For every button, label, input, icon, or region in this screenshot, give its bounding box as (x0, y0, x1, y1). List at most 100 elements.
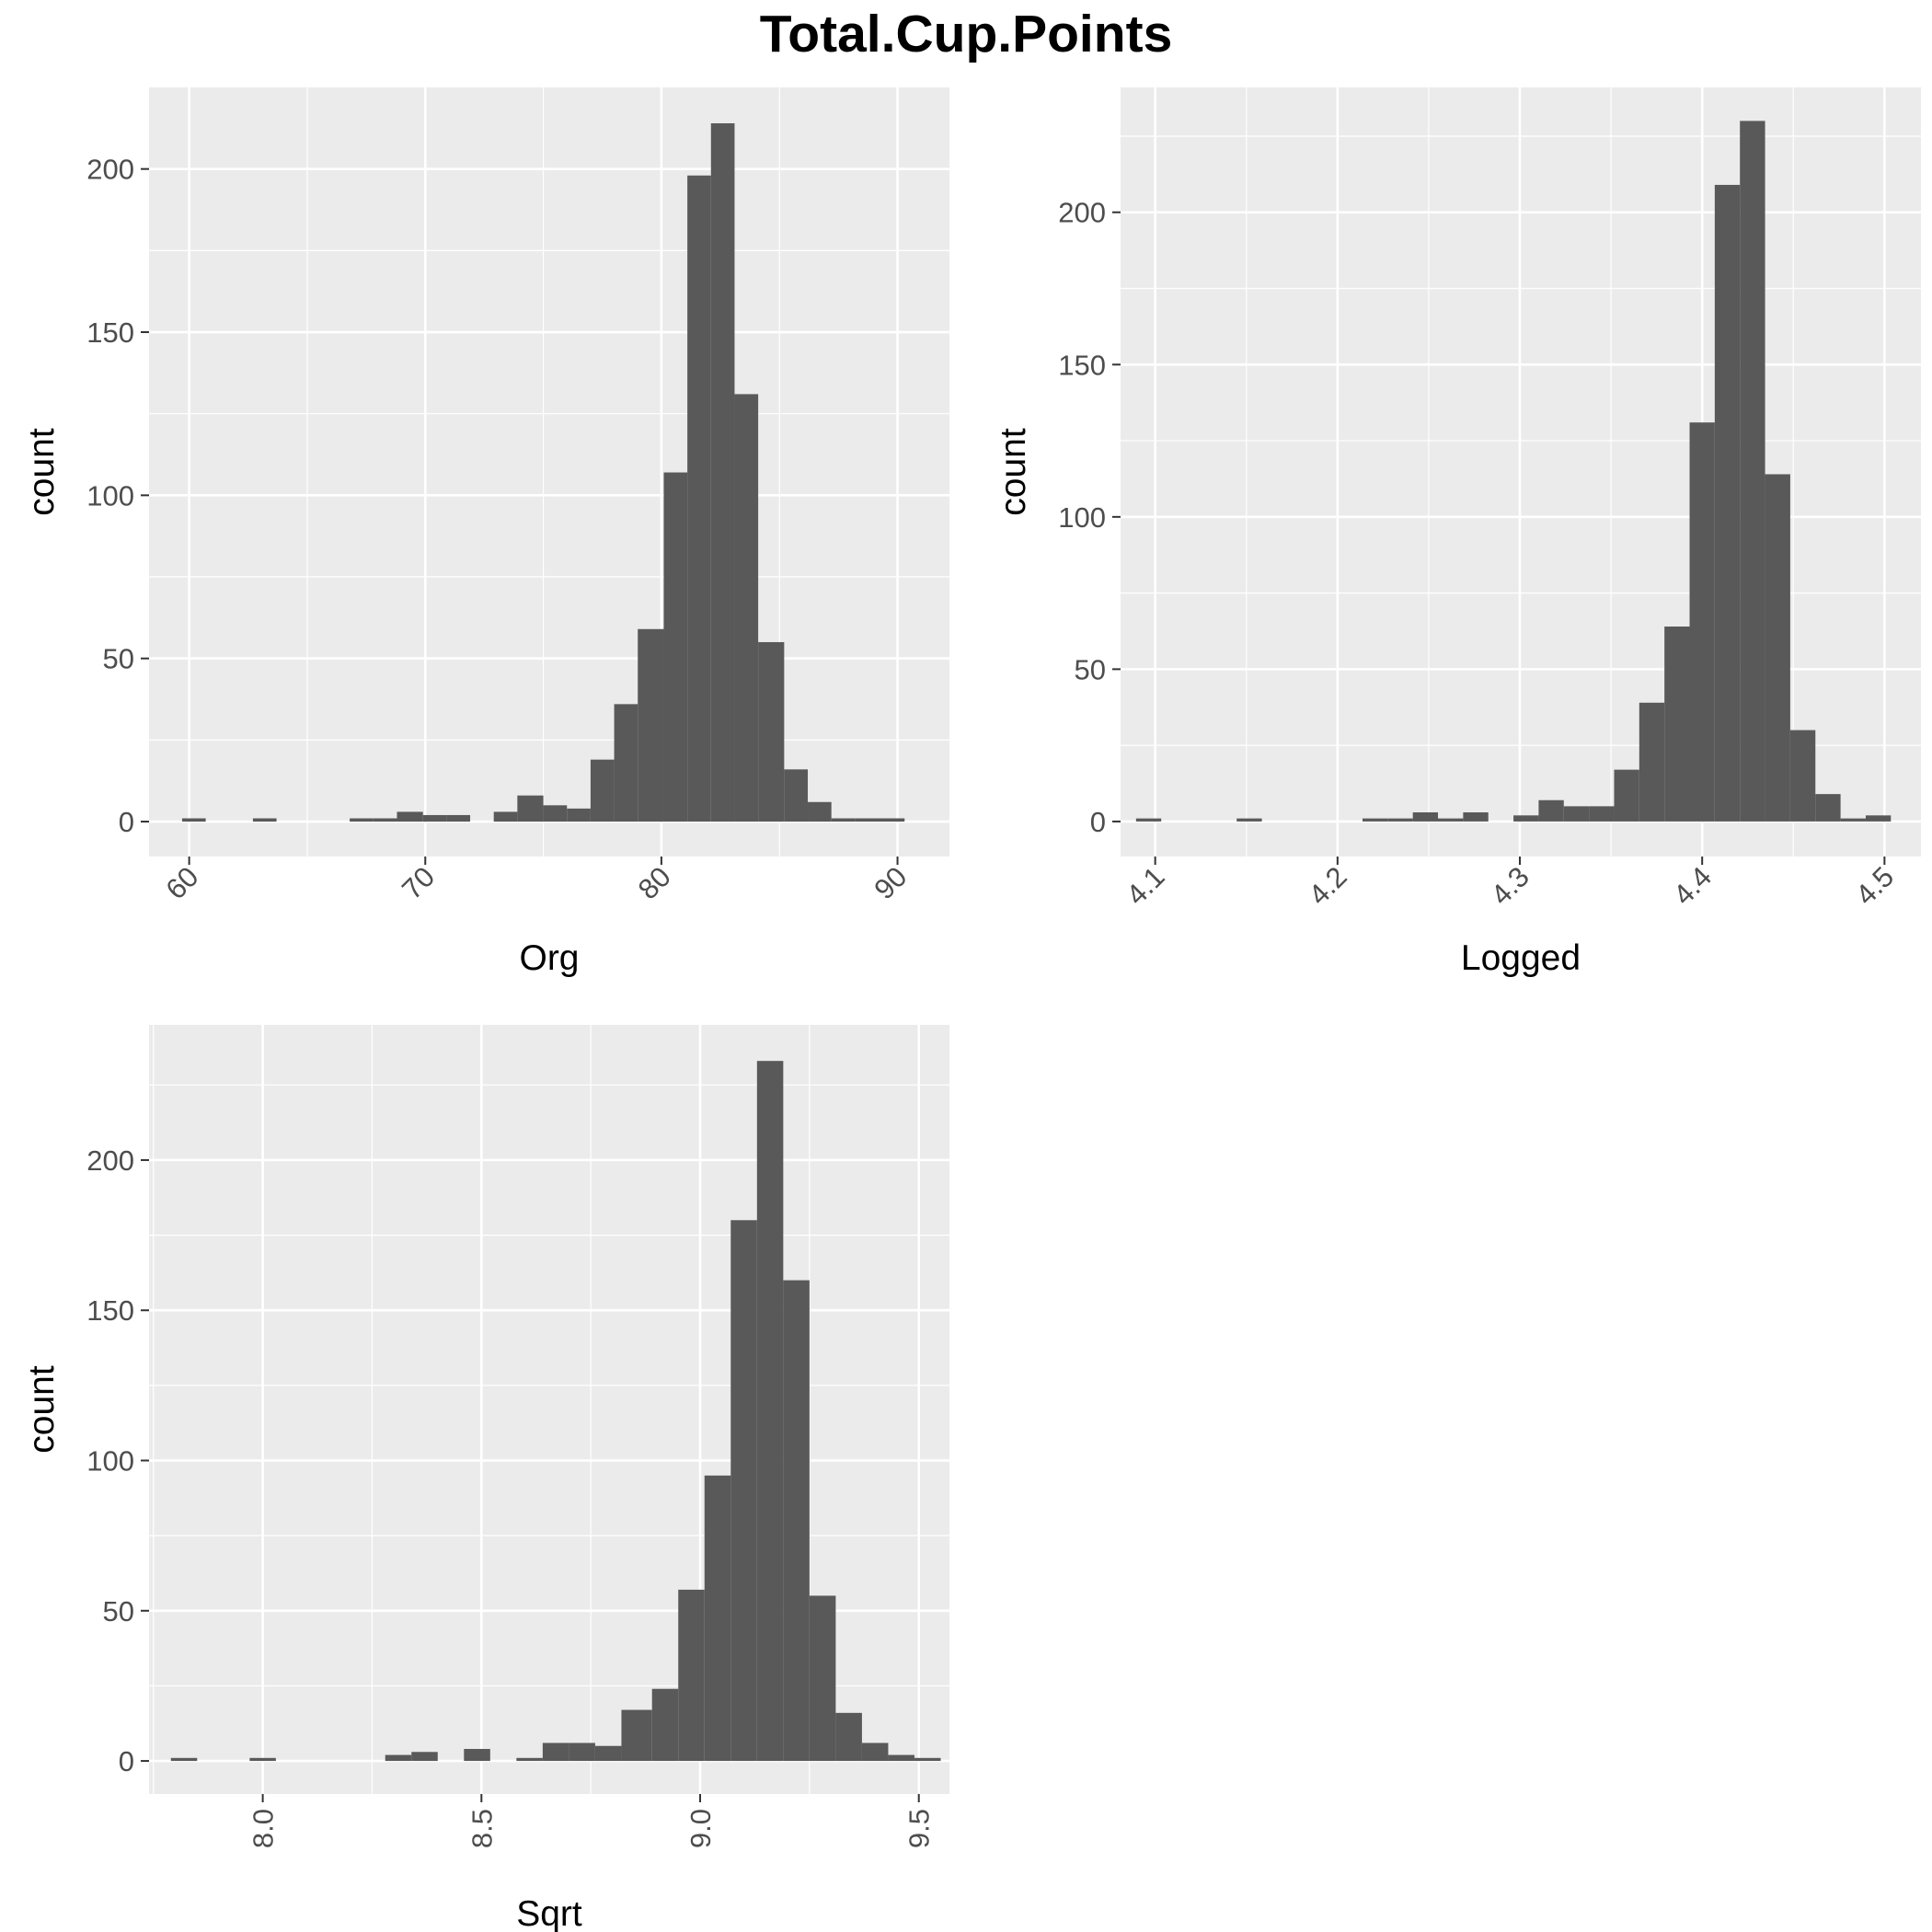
x-tick-label: 8.5 (466, 1809, 498, 1848)
histogram-bar (249, 1757, 276, 1762)
histogram-bar (861, 1742, 889, 1762)
panel-background (149, 87, 949, 857)
x-tick-label: 70 (396, 860, 441, 905)
histogram-bar (784, 769, 809, 822)
histogram-bar (1840, 818, 1866, 822)
histogram-bar (809, 1595, 836, 1762)
histogram-bar (1538, 799, 1564, 822)
histogram-bar (835, 1712, 862, 1762)
histogram-bar (1714, 184, 1741, 822)
histogram-bar (385, 1754, 412, 1762)
histogram-bar (422, 814, 447, 822)
histogram-bar (1815, 794, 1841, 822)
y-axis-title: count (22, 428, 62, 516)
histogram-bar (1589, 806, 1615, 822)
figure-title: Total.Cup.Points (759, 5, 1173, 63)
histogram-bar (614, 704, 638, 822)
y-tick-label: 200 (1058, 197, 1106, 229)
histogram-bar (651, 1688, 679, 1762)
histogram-bar (1740, 121, 1765, 822)
histogram-bar (542, 1742, 569, 1762)
histogram-bar (594, 1745, 622, 1762)
histogram-bar (1362, 818, 1388, 822)
histogram-panel-3: 0 50 100 150 200 8.0 8.5 9.0 9.5 Sqrt count (22, 1025, 949, 1932)
histogram-bar (710, 123, 735, 822)
y-tick-label: 100 (86, 479, 134, 512)
histogram-bar (1563, 806, 1590, 822)
histogram-bar (373, 818, 397, 822)
histogram-bar (758, 641, 785, 822)
x-tick-label: 9.0 (684, 1809, 717, 1848)
x-tick-label: 4.5 (1849, 860, 1900, 911)
x-tick-label: 80 (632, 860, 677, 905)
histogram-bar (350, 818, 374, 822)
histogram-bar (1639, 702, 1665, 822)
histogram-bar (517, 795, 544, 822)
histogram-bar (569, 1742, 595, 1762)
histogram-bar (543, 805, 568, 822)
y-tick-label: 100 (1058, 501, 1106, 534)
histogram-bar (1765, 474, 1790, 822)
histogram-bar (516, 1757, 543, 1762)
histogram-bar (879, 818, 905, 822)
histogram-bar (734, 394, 759, 822)
histogram-bar (397, 811, 423, 822)
histogram-bar (170, 1757, 198, 1762)
x-axis-title: Sqrt (516, 1894, 582, 1932)
histogram-bar (1135, 818, 1162, 822)
x-tick-label: 4.1 (1120, 860, 1170, 911)
y-axis-title: count (22, 1365, 62, 1454)
y-tick-label: 0 (1090, 806, 1106, 838)
histogram-bar (678, 1589, 705, 1762)
y-tick-label: 100 (86, 1445, 134, 1478)
histogram-bar (446, 814, 471, 822)
y-tick-label: 150 (86, 1294, 134, 1327)
histogram-bar (1614, 769, 1639, 822)
x-tick-label: 90 (868, 860, 913, 905)
x-tick-label: 8.0 (247, 1809, 280, 1848)
histogram-bar (1412, 811, 1439, 822)
x-tick-label: 4.4 (1667, 860, 1718, 911)
y-tick-label: 0 (119, 806, 134, 838)
histogram-bar (1236, 818, 1262, 822)
histogram-bar (638, 628, 664, 822)
histogram-bar (411, 1752, 438, 1762)
y-tick-label: 50 (103, 643, 134, 675)
y-tick-label: 150 (86, 316, 134, 349)
x-tick-label: 4.2 (1303, 860, 1353, 911)
histogram-bar (621, 1709, 652, 1762)
histogram-bar (704, 1475, 731, 1762)
x-axis-title: Org (519, 938, 579, 978)
y-axis-title: count (994, 428, 1033, 516)
histogram-bar (1664, 627, 1690, 822)
histogram-bar (914, 1757, 941, 1762)
histogram-bar (567, 808, 591, 822)
x-tick-label: 4.3 (1485, 860, 1535, 911)
histogram-bar (663, 472, 688, 822)
y-tick-label: 50 (1075, 653, 1106, 685)
histogram-bar (1438, 818, 1464, 822)
histogram-bar (1387, 818, 1413, 822)
histogram-bar (756, 1061, 784, 1762)
y-tick-label: 200 (86, 1144, 134, 1177)
x-tick-label: 9.5 (903, 1809, 936, 1848)
histogram-bar (730, 1220, 757, 1762)
x-tick-label: 60 (159, 860, 204, 905)
histogram-bar (1865, 815, 1892, 822)
histogram-bar (464, 1749, 490, 1762)
histogram-bar (1689, 422, 1715, 822)
histogram-bar (493, 811, 518, 822)
histogram-bar (590, 759, 615, 822)
histogram-bar (855, 818, 880, 822)
y-tick-label: 50 (103, 1595, 134, 1627)
histogram-bar (1463, 811, 1489, 822)
x-axis-title: Logged (1461, 938, 1581, 978)
histogram-panel-2: 0 50 100 150 200 4.1 4.2 4.3 4.4 4.5 Logged count (994, 87, 1921, 978)
y-tick-label: 0 (119, 1745, 134, 1777)
histogram-bar (252, 818, 277, 822)
y-tick-label: 200 (86, 154, 134, 186)
histogram-bar (181, 818, 206, 822)
histogram-bar (888, 1754, 914, 1762)
